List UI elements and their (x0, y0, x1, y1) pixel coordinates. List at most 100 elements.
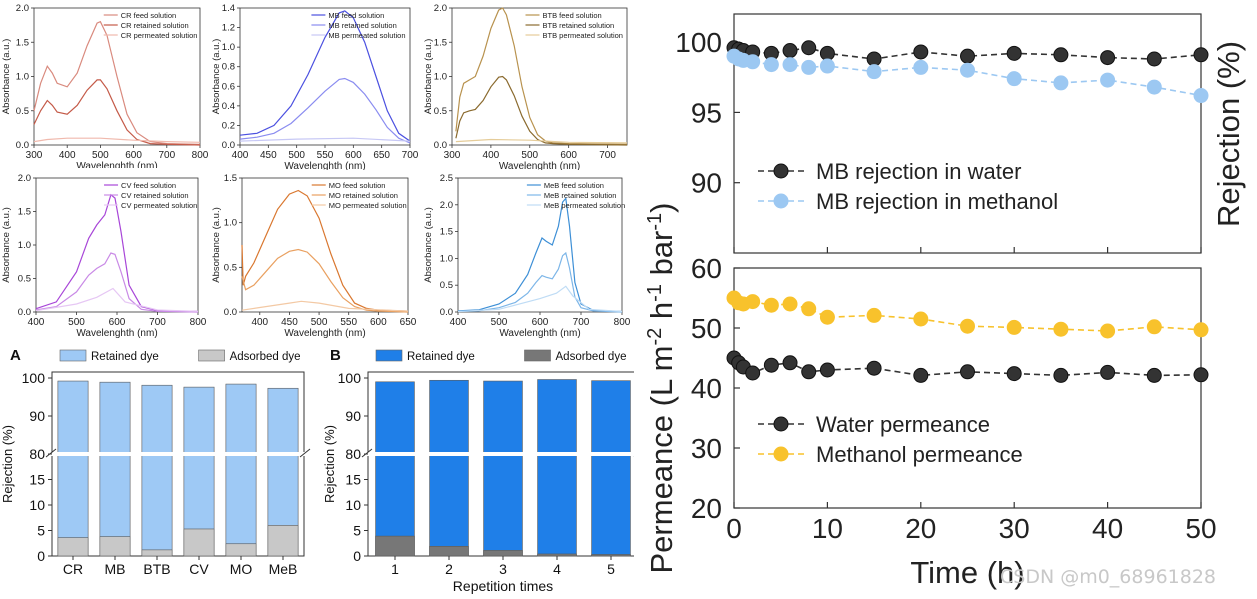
y-tick-label: 2.0 (440, 200, 453, 211)
methanol-rejection-point (782, 57, 798, 73)
y-tick-label: 0.8 (222, 62, 235, 73)
y-tick-label: 1.4 (222, 3, 235, 14)
x-tick-label: 2 (445, 561, 453, 577)
panel-label: A (10, 347, 21, 364)
y-tick-label: 2.0 (434, 3, 447, 14)
legend-swatch (375, 349, 403, 362)
axis-break-mark (361, 448, 373, 458)
x-axis-label: Wavelenghth (nm) (499, 328, 580, 339)
bar-retained (375, 381, 415, 557)
water-permeance-point (1006, 366, 1022, 382)
x-axis-label: Wavelenghth (nm) (284, 161, 365, 170)
methanol-rejection-point (1146, 79, 1162, 95)
methanol-rejection-point (1053, 75, 1069, 91)
y-tick-label: 1.0 (434, 72, 447, 83)
bar-adsorbed (375, 535, 415, 557)
x-tick-label: 800 (614, 317, 631, 328)
water-rejection-point (1146, 51, 1162, 67)
legend-swatch (59, 349, 87, 362)
legend-label: CR retained solution (121, 21, 189, 30)
y-tick-label: 15 (29, 472, 45, 488)
series-line (457, 251, 623, 313)
x-tick-label: 700 (599, 150, 616, 161)
methanol-permeance-point (1193, 322, 1209, 338)
x-tick-label: 300 (444, 150, 461, 161)
y-tick-label: 100 (22, 370, 46, 386)
methanol-rejection-point (1193, 88, 1209, 104)
y-tick-label: 0.0 (16, 140, 29, 151)
y-tick-label: 2.0 (18, 173, 31, 184)
legend-label: Retained dye (407, 351, 475, 363)
series-line (239, 137, 411, 142)
legend-label: MO permeated solution (329, 201, 407, 210)
chart-stability: 90 95 100 20 30 40 50 60 0 10 20 30 40 50 Time (h) Reje… (634, 0, 1257, 599)
water-rejection-point (1006, 45, 1022, 61)
y-tick-label: 0.0 (440, 307, 453, 318)
water-rejection-point (1100, 50, 1116, 66)
y-axis-label-part: Permeance (L m (644, 346, 679, 574)
y-axis-label: Absorbance (a.u.) (1, 39, 12, 115)
rejection-frame (733, 13, 1202, 254)
x-tick-label: 700 (149, 317, 166, 328)
y-tick-label: 1.5 (434, 37, 447, 48)
methanol-permeance-point (1146, 319, 1162, 335)
x-tick-label: 400 (251, 317, 268, 328)
legend-label: MB rejection in water (816, 159, 1021, 184)
x-tick-label: CV (189, 561, 209, 577)
y-axis-label-superscript: -2 (644, 328, 666, 346)
y-tick-label: 1.0 (224, 218, 237, 229)
legend-label: CV permeated solution (121, 201, 197, 210)
methanol-rejection-point (819, 58, 835, 74)
bar-retained (483, 380, 523, 557)
x-tick-label: 1 (391, 561, 399, 577)
y-tick-label: 10 (29, 497, 45, 513)
methanol-rejection-point (960, 62, 975, 78)
bar-retained (57, 380, 89, 557)
x-axis-label: Repetition times (453, 578, 553, 594)
methanol-permeance-point (1100, 323, 1116, 339)
panel-label: B (330, 347, 341, 364)
y-tick-label: 95 (691, 97, 722, 128)
x-tick-label: 400 (450, 317, 467, 328)
y-tick-label: 0 (37, 548, 45, 564)
legend-swatch (198, 349, 225, 362)
y-tick-label: 30 (691, 433, 722, 464)
methanol-permeance-point (801, 301, 817, 317)
legend-label: CR permeated solution (121, 31, 198, 40)
legend-label: MeB retained solution (544, 191, 617, 200)
y-tick-label: 0.5 (440, 280, 453, 291)
water-permeance-point (1193, 367, 1209, 383)
watermark-text: CSDN @m0_68961828 (1000, 566, 1217, 588)
legend-label: MB permeated solution (328, 31, 405, 40)
y-axis-label-part: ) (644, 203, 679, 213)
y-axis-label: Absorbance (a.u.) (423, 39, 434, 115)
legend-label: Water permeance (816, 412, 990, 437)
bar-adsorbed (591, 554, 631, 557)
water-rejection-point (782, 43, 798, 59)
water-permeance-point (960, 364, 975, 380)
y-axis-label: Rejection (%) (322, 425, 337, 503)
x-tick-label: 550 (317, 150, 334, 161)
chart-cr-spectra: 300 400 500 600 700 800 0.0 0.5 1.0 1.5 2.0 Wavelen… (0, 0, 210, 168)
y-tick-label: 60 (691, 253, 722, 284)
axis-break-mark (45, 448, 57, 458)
legend-label: MO retained solution (329, 191, 398, 200)
legend-label: MB rejection in methanol (816, 189, 1058, 214)
water-permeance-point (801, 364, 817, 380)
y-tick-label: 40 (691, 373, 722, 404)
x-axis-label: Wavelenghth (nm) (284, 328, 365, 339)
water-permeance-point (1146, 367, 1162, 383)
legend-label: Adsorbed dye (556, 351, 627, 363)
y-tick-label: 0.6 (222, 81, 235, 92)
y-axis-label: Absorbance (a.u.) (211, 39, 222, 115)
y-tick-label: 0.0 (434, 140, 447, 151)
y-tick-label: 15 (345, 472, 361, 488)
y-tick-label: 1.5 (440, 227, 453, 238)
water-permeance-point (913, 367, 929, 383)
series-line (241, 189, 409, 312)
y-axis-label: Rejection (%) (0, 425, 15, 503)
water-rejection-point (913, 44, 929, 60)
water-permeance-point (763, 357, 779, 373)
water-permeance-point (1100, 364, 1116, 380)
y-tick-label: 80 (345, 446, 361, 462)
